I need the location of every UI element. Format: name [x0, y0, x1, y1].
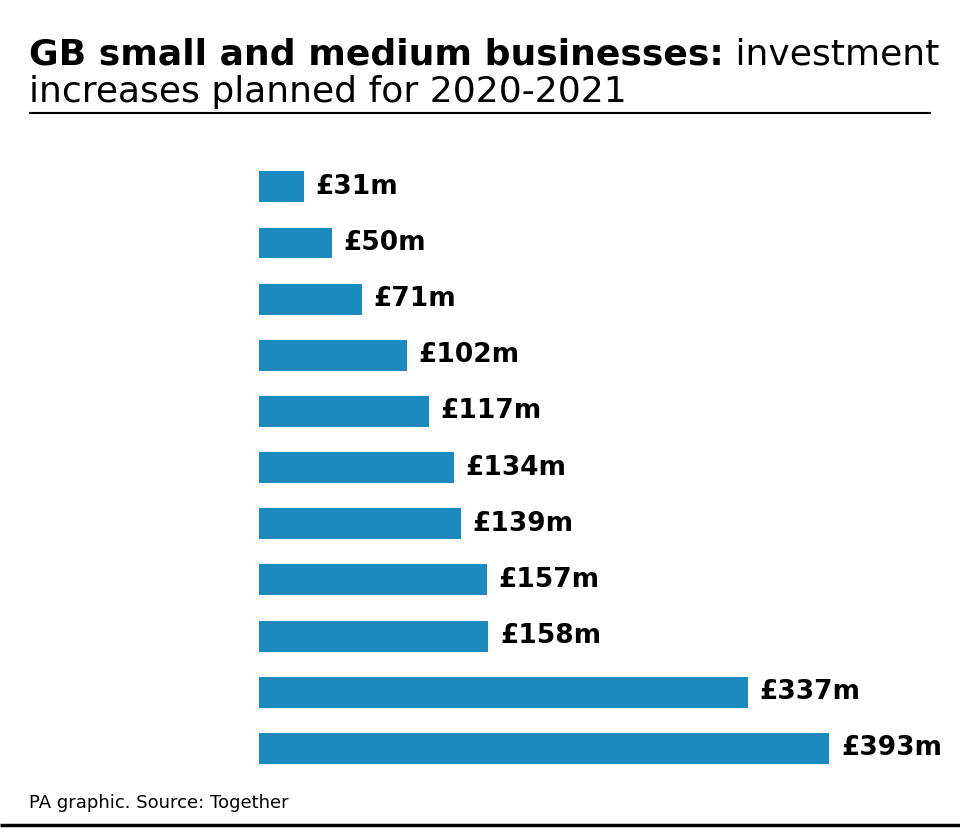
- Text: £393m: £393m: [841, 736, 942, 762]
- Bar: [259, 564, 487, 595]
- Text: £71m: £71m: [373, 286, 457, 312]
- Text: £50m: £50m: [344, 230, 426, 256]
- Text: increases planned for 2020-2021: increases planned for 2020-2021: [29, 75, 627, 109]
- Bar: [259, 733, 829, 764]
- Bar: [259, 620, 489, 651]
- Text: £31m: £31m: [316, 174, 398, 200]
- Text: £117m: £117m: [441, 398, 541, 424]
- Bar: [259, 340, 407, 371]
- Text: investment: investment: [724, 38, 939, 72]
- Bar: [259, 396, 429, 427]
- Text: £134m: £134m: [466, 454, 566, 481]
- Bar: [259, 284, 362, 315]
- Text: PA graphic. Source: Together: PA graphic. Source: Together: [29, 793, 288, 812]
- Text: £102m: £102m: [419, 342, 520, 368]
- Bar: [259, 227, 332, 258]
- Bar: [259, 509, 461, 539]
- Text: £157m: £157m: [498, 567, 600, 593]
- Text: £158m: £158m: [500, 623, 601, 649]
- Text: GB small and medium businesses:: GB small and medium businesses:: [29, 38, 724, 72]
- Text: £337m: £337m: [759, 679, 861, 706]
- Bar: [259, 171, 304, 202]
- Text: £139m: £139m: [472, 511, 573, 537]
- Bar: [259, 453, 453, 483]
- Bar: [259, 677, 748, 708]
